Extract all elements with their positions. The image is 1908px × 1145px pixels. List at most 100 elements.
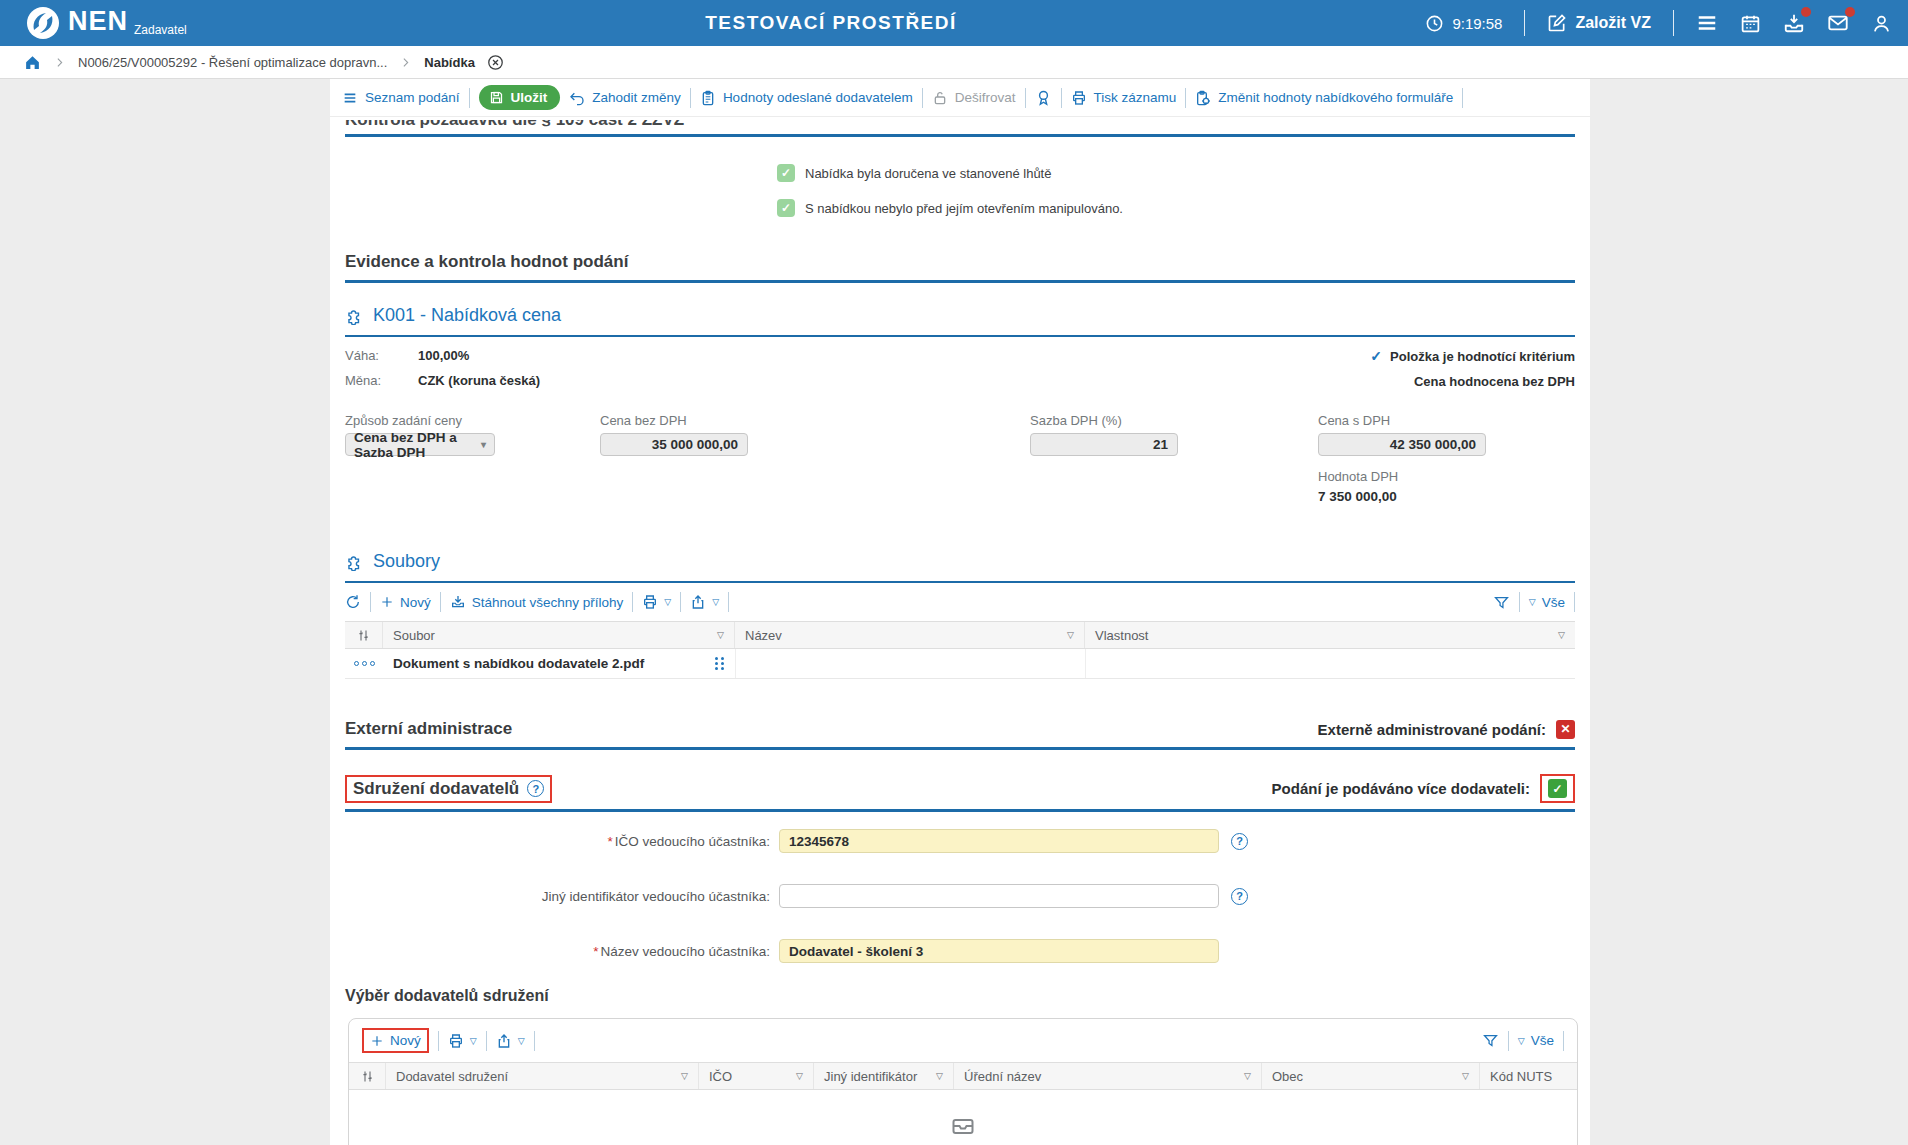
profile-button[interactable] — [1871, 13, 1892, 34]
weight-label: Váha: — [345, 348, 418, 363]
green-check-icon: ✓ — [777, 199, 795, 217]
seznam-podani-button[interactable]: Seznam podání — [342, 90, 460, 106]
topbar-separator — [1673, 10, 1674, 36]
section-divider — [345, 134, 1575, 137]
column-header-jiny-identifikator[interactable]: Jiný identifikátor▽ — [814, 1063, 954, 1089]
main-menu-button[interactable] — [1696, 12, 1718, 34]
leader-name-field[interactable]: Dodavatel - školení 3 — [779, 939, 1219, 963]
chevron-down-icon: ▾ — [481, 439, 486, 450]
breadcrumb-contract-link[interactable]: N006/25/V00005292 - Řešení optimalizace … — [78, 55, 387, 70]
leader-ico-label: *IČO vedoucího účastníka: — [345, 834, 770, 849]
check-icon: ✓ — [1370, 348, 1382, 364]
leader-other-id-field[interactable] — [779, 884, 1219, 908]
file-vlastnost-cell — [1085, 649, 1575, 678]
price-without-vat-label: Cena bez DPH — [600, 413, 748, 428]
k001-header: K001 - Nabídková cena — [345, 305, 1575, 326]
inbox-button[interactable] — [1783, 12, 1805, 34]
column-header-kod-nuts[interactable]: Kód NUTS — [1480, 1063, 1577, 1089]
new-file-button[interactable]: Nový — [380, 595, 431, 610]
plus-icon — [380, 595, 394, 609]
new-consortium-member-button[interactable]: Nový — [370, 1033, 421, 1048]
row-menu-button[interactable] — [345, 649, 383, 678]
save-button[interactable]: Uložit — [479, 85, 561, 110]
table-settings-button[interactable] — [349, 1063, 386, 1089]
leader-ico-field[interactable]: 12345678 — [779, 829, 1219, 853]
toolbar-separator — [469, 88, 470, 108]
show-all-button[interactable]: ▽ Vše — [1518, 1033, 1554, 1048]
filter-caret-icon[interactable]: ▽ — [1462, 1071, 1469, 1081]
print-menu-button[interactable]: ▽ — [448, 1033, 477, 1049]
toolbar-separator — [1462, 88, 1463, 108]
column-header-vlastnost[interactable]: Vlastnost▽ — [1085, 622, 1575, 648]
environment-title: TESTOVACÍ PROSTŘEDÍ — [705, 12, 957, 34]
help-icon[interactable]: ? — [527, 780, 544, 797]
vat-rate-label: Sazba DPH (%) — [1030, 413, 1178, 428]
messages-button[interactable] — [1827, 12, 1849, 34]
supplier-values-button[interactable]: Hodnoty odeslané dodavatelem — [700, 90, 913, 106]
caret-down-icon: ▽ — [712, 597, 719, 607]
hamburger-icon — [1696, 12, 1718, 34]
home-button[interactable] — [24, 54, 41, 71]
person-icon — [1871, 13, 1892, 34]
filter-button[interactable] — [1482, 1032, 1499, 1049]
puzzle-icon — [345, 552, 364, 571]
check-row-delivered: ✓ Nabídka byla doručena ve stanovené lhů… — [777, 164, 1575, 182]
refresh-icon — [345, 594, 361, 610]
price-without-vat-field[interactable]: 35 000 000,00 — [600, 433, 748, 456]
filter-caret-icon[interactable]: ▽ — [1244, 1071, 1251, 1081]
annotation-highlight-box: ✓ — [1540, 774, 1575, 803]
vat-rate-field[interactable]: 21 — [1030, 433, 1178, 456]
toolbar-separator — [534, 1031, 535, 1051]
currency-value: CZK (koruna česká) — [418, 373, 540, 388]
filter-button[interactable] — [1493, 594, 1510, 611]
price-with-vat-field[interactable]: 42 350 000,00 — [1318, 433, 1486, 456]
column-header-uredni-nazev[interactable]: Úřední název▽ — [954, 1063, 1262, 1089]
filter-caret-icon[interactable]: ▽ — [1558, 630, 1565, 640]
refresh-button[interactable] — [345, 594, 361, 610]
external-admin-checkbox-unchecked[interactable]: ✕ — [1556, 720, 1575, 739]
multi-supplier-checkbox-checked[interactable]: ✓ — [1548, 779, 1567, 798]
filter-caret-icon[interactable]: ▽ — [681, 1071, 688, 1081]
column-header-dodavatel[interactable]: Dodavatel sdružení▽ — [386, 1063, 699, 1089]
toolbar-separator — [1574, 592, 1575, 612]
weight-value: 100,00% — [418, 348, 469, 363]
certificate-button[interactable] — [1035, 89, 1052, 106]
change-form-values-button[interactable]: Změnit hodnoty nabídkového formuláře — [1195, 90, 1453, 106]
help-icon[interactable]: ? — [1231, 888, 1248, 905]
annotation-highlight-box: Nový — [362, 1028, 429, 1053]
column-header-obec[interactable]: Obec▽ — [1262, 1063, 1480, 1089]
column-header-nazev[interactable]: Název▽ — [735, 622, 1085, 648]
puzzle-icon — [345, 306, 364, 325]
caret-down-icon: ▽ — [518, 1036, 525, 1046]
currency-label: Měna: — [345, 373, 418, 388]
calendar-button[interactable] — [1740, 13, 1761, 34]
print-record-button[interactable]: Tisk záznamu — [1071, 90, 1177, 106]
check-label: Nabídka byla doručena ve stanovené lhůtě — [805, 166, 1051, 181]
discard-changes-button[interactable]: Zahodit změny — [569, 90, 681, 106]
help-icon[interactable]: ? — [1231, 833, 1248, 850]
create-vz-button[interactable]: Založit VZ — [1547, 13, 1651, 33]
close-tab-button[interactable] — [487, 54, 504, 71]
export-menu-button[interactable]: ▽ — [496, 1033, 525, 1049]
filter-caret-icon[interactable]: ▽ — [796, 1071, 803, 1081]
toolbar-separator — [370, 592, 371, 612]
file-table-row[interactable]: Dokument s nabídkou dodavatele 2.pdf — [345, 649, 1575, 679]
drag-handle-icon[interactable] — [715, 657, 725, 670]
filter-caret-icon[interactable]: ▽ — [1067, 630, 1074, 640]
show-all-button[interactable]: ▽ Vše — [1529, 595, 1565, 610]
table-settings-button[interactable] — [345, 622, 383, 648]
filter-caret-icon[interactable]: ▽ — [717, 630, 724, 640]
toolbar-separator — [680, 592, 681, 612]
column-header-ico[interactable]: IČO▽ — [699, 1063, 814, 1089]
price-mode-select[interactable]: Cena bez DPH a Sazba DPH ▾ — [345, 433, 495, 456]
file-name: Dokument s nabídkou dodavatele 2.pdf — [393, 656, 644, 671]
section-divider — [345, 280, 1575, 283]
messages-notification-dot — [1845, 7, 1855, 17]
download-all-attachments-button[interactable]: Stáhnout všechny přílohy — [450, 594, 624, 610]
export-menu-button[interactable]: ▽ — [690, 594, 719, 610]
app-logo[interactable]: NEN Zadavatel — [26, 6, 187, 40]
toolbar-separator — [632, 592, 633, 612]
column-header-soubor[interactable]: Soubor▽ — [383, 622, 735, 648]
print-menu-button[interactable]: ▽ — [642, 594, 671, 610]
filter-caret-icon[interactable]: ▽ — [936, 1071, 943, 1081]
